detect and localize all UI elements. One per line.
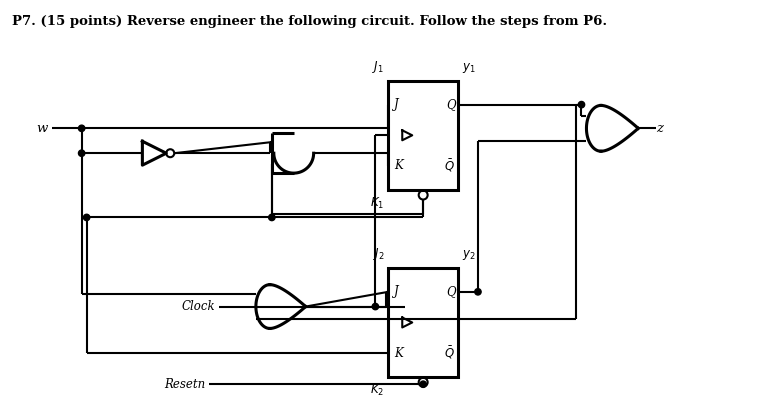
Text: J: J	[394, 98, 399, 111]
Text: P7. (15 points) Reverse engineer the following circuit. Follow the steps from P6: P7. (15 points) Reverse engineer the fol…	[12, 15, 607, 28]
Circle shape	[420, 381, 426, 387]
Text: $y_1$: $y_1$	[462, 61, 475, 74]
Bar	[388, 81, 458, 190]
Circle shape	[83, 214, 89, 221]
Bar	[388, 268, 458, 377]
Text: Q: Q	[446, 98, 456, 111]
Circle shape	[268, 214, 275, 221]
Text: Q: Q	[446, 285, 456, 298]
Text: K: K	[394, 160, 403, 173]
Circle shape	[578, 101, 584, 108]
Text: $y_2$: $y_2$	[462, 248, 475, 262]
Circle shape	[372, 303, 379, 310]
Text: J: J	[394, 285, 399, 298]
Text: $K_1$: $K_1$	[370, 196, 384, 211]
Text: $K_2$: $K_2$	[370, 383, 384, 398]
Text: Clock: Clock	[181, 300, 215, 313]
Text: w: w	[37, 122, 47, 135]
Text: $J_1$: $J_1$	[373, 59, 384, 74]
Text: $\bar{Q}$: $\bar{Q}$	[444, 345, 455, 361]
Text: K: K	[394, 347, 403, 360]
Text: $\bar{Q}$: $\bar{Q}$	[444, 158, 455, 174]
Text: Resetn: Resetn	[164, 378, 205, 391]
Circle shape	[79, 125, 85, 131]
Circle shape	[79, 150, 85, 156]
Text: $J_2$: $J_2$	[373, 246, 384, 262]
Circle shape	[475, 289, 481, 295]
Text: z: z	[656, 122, 663, 135]
